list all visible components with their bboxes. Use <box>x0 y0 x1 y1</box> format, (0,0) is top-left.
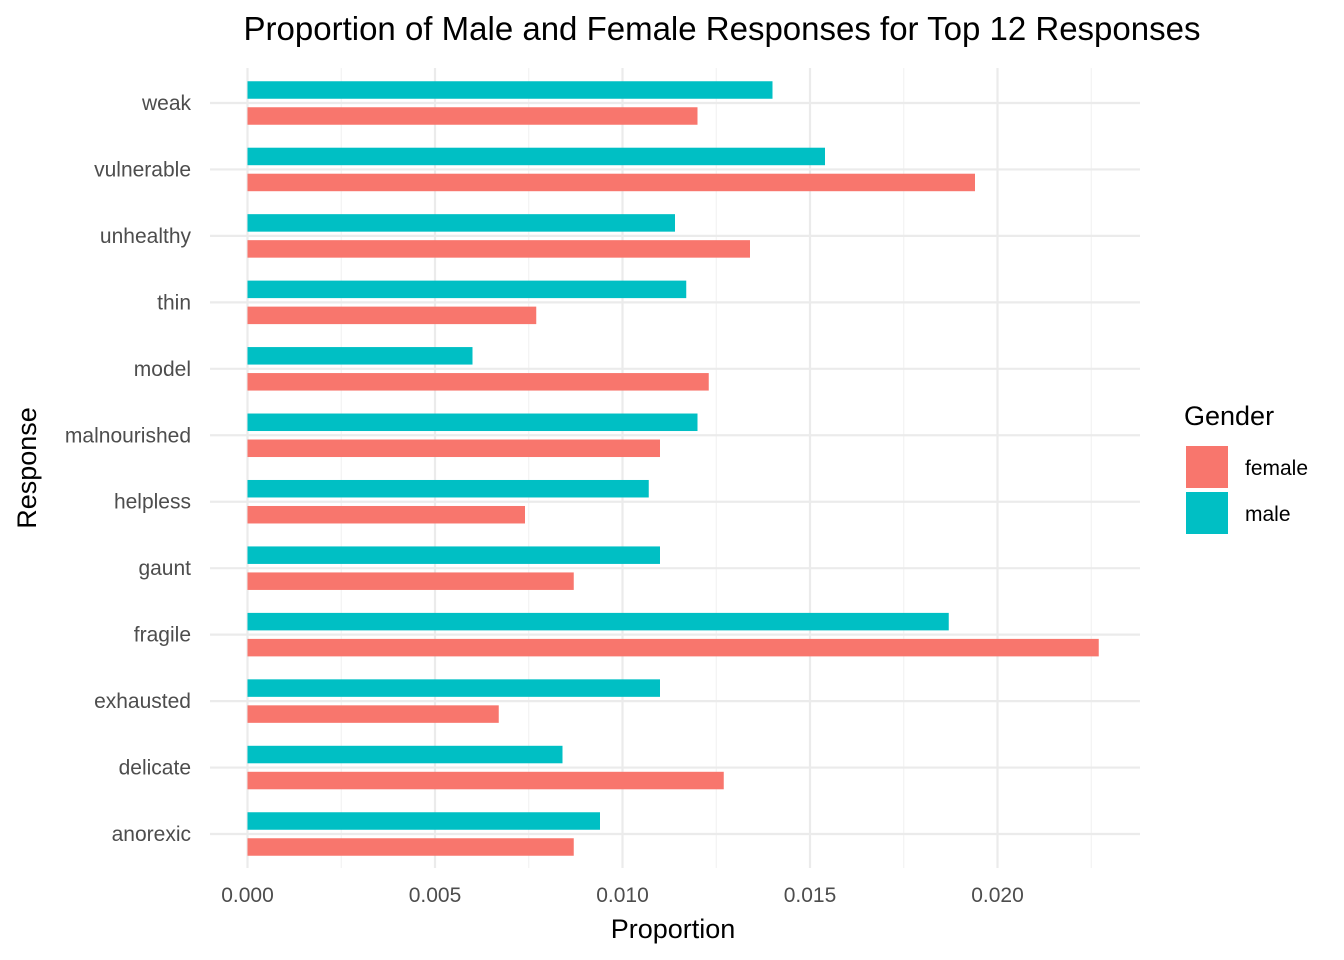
y-tick-label-weak: weak <box>141 92 192 115</box>
y-axis-title: Response <box>12 407 42 529</box>
x-tick-label: 0.020 <box>971 884 1024 907</box>
y-tick-label-gaunt: gaunt <box>138 557 191 580</box>
bar-unhealthy-female <box>247 240 750 258</box>
y-tick-label-malnourished: malnourished <box>65 424 191 447</box>
legend: Gender female male <box>1184 401 1308 534</box>
bar-gaunt-male <box>247 546 660 564</box>
bar-delicate-female <box>247 771 724 790</box>
bar-weak-female <box>247 107 698 125</box>
bar-delicate-male <box>247 745 563 764</box>
bar-weak-male <box>247 81 773 99</box>
x-tick-label: 0.000 <box>221 884 274 907</box>
x-tick-label: 0.010 <box>596 884 649 907</box>
bar-helpless-male <box>247 479 649 498</box>
bar-fragile-female <box>247 638 1099 657</box>
y-tick-label-delicate: delicate <box>119 757 191 780</box>
x-axis-title: Proportion <box>611 914 736 944</box>
bar-exhausted-male <box>247 679 660 697</box>
bar-malnourished-female <box>247 439 660 458</box>
bar-thin-male <box>247 280 687 299</box>
bar-thin-female <box>247 306 537 325</box>
legend-key-female <box>1186 446 1228 488</box>
bar-exhausted-female <box>247 705 499 723</box>
legend-key-male <box>1186 492 1228 534</box>
x-axis-tick-labels: 0.000 0.005 0.010 0.015 0.020 <box>221 884 1024 907</box>
y-tick-label-model: model <box>134 358 191 381</box>
bars <box>247 81 1099 856</box>
bar-vulnerable-female <box>247 173 975 192</box>
bar-model-male <box>247 347 473 365</box>
y-tick-label-exhausted: exhausted <box>94 690 191 713</box>
bar-model-female <box>247 373 709 391</box>
chart-title: Proportion of Male and Female Responses … <box>244 10 1201 47</box>
y-tick-label-anorexic: anorexic <box>112 823 191 846</box>
grid-lines <box>210 68 1140 868</box>
legend-label-female: female <box>1245 457 1308 480</box>
bar-fragile-male <box>247 612 949 631</box>
bar-anorexic-female <box>247 838 574 856</box>
legend-title: Gender <box>1184 401 1274 431</box>
x-tick-label: 0.015 <box>784 884 837 907</box>
bar-anorexic-male <box>247 812 600 830</box>
y-tick-label-unhealthy: unhealthy <box>100 225 192 248</box>
y-tick-label-helpless: helpless <box>114 491 191 514</box>
x-tick-label: 0.005 <box>409 884 462 907</box>
bar-malnourished-male <box>247 413 698 432</box>
y-tick-label-vulnerable: vulnerable <box>94 158 191 181</box>
bar-helpless-female <box>247 505 525 524</box>
legend-label-male: male <box>1245 503 1291 526</box>
bar-unhealthy-male <box>247 214 675 232</box>
y-tick-label-fragile: fragile <box>134 624 191 647</box>
bar-gaunt-female <box>247 572 574 590</box>
bar-vulnerable-male <box>247 147 825 166</box>
y-axis-tick-labels: weak vulnerable unhealthy thin model malnouri… <box>65 92 192 846</box>
y-tick-label-thin: thin <box>157 291 191 314</box>
